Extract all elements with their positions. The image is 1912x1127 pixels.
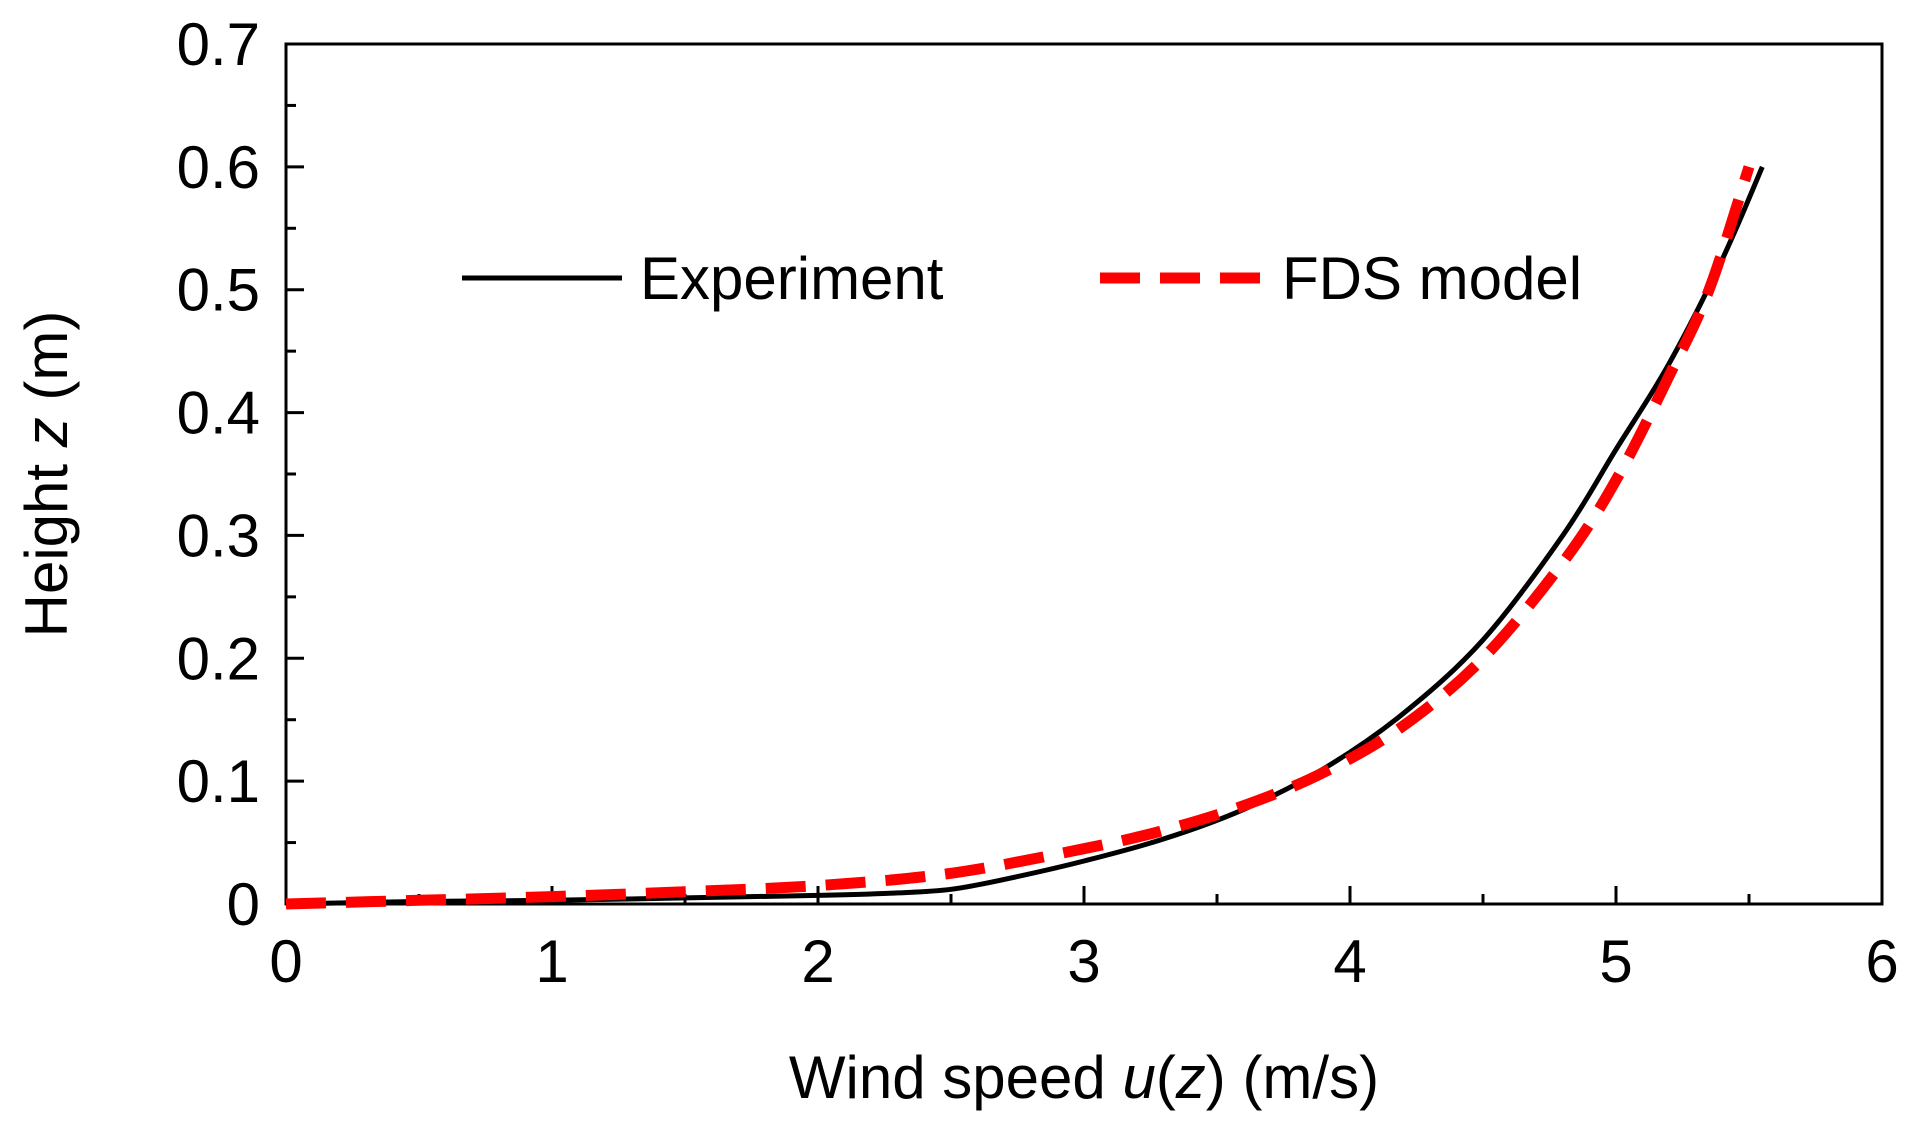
y-axis-tick-labels: 0 0.1 0.2 0.3 0.4 0.5 0.6 0.7 [177,11,260,938]
y-axis-title: Height z (m) [13,311,80,638]
x-axis-title-arg: z [1175,1044,1206,1111]
y-axis-ticks [286,42,304,906]
y-tick-label: 0.6 [177,134,260,201]
legend-label-experiment: Experiment [640,245,944,312]
x-axis-title-var: u [1122,1044,1155,1111]
series-lines [285,165,1765,910]
x-tick-label: 5 [1599,928,1632,995]
y-tick-label: 0.3 [177,502,260,569]
x-tick-label: 6 [1865,928,1898,995]
x-tick-label: 1 [535,928,568,995]
y-axis-title-suffix: (m) [13,311,80,418]
y-axis-title-var: z [13,417,80,448]
legend: Experiment FDS model [462,245,1582,312]
x-axis-tick-labels: 0 1 2 3 4 5 6 [269,928,1898,995]
x-axis-title-prefix: Wind speed [789,1044,1123,1111]
x-tick-label: 3 [1067,928,1100,995]
plot-frame [284,42,1884,906]
legend-label-fds-model: FDS model [1282,245,1582,312]
y-tick-label: 0.1 [177,748,260,815]
x-tick-label: 0 [269,928,302,995]
y-tick-label: 0.4 [177,380,260,447]
series-line-fds-model [285,165,1755,910]
x-tick-label: 4 [1333,928,1366,995]
y-tick-label: 0.7 [177,11,260,78]
x-tick-label: 2 [801,928,834,995]
y-tick-label: 0.2 [177,625,260,692]
x-axis-title-suffix: (m/s) [1226,1044,1379,1111]
x-axis-title-close: ) [1206,1044,1226,1111]
y-tick-label: 0 [227,871,260,938]
y-tick-label: 0.5 [177,257,260,324]
x-axis-title-open: ( [1156,1044,1176,1111]
y-axis-title-prefix: Height [13,447,80,637]
x-axis-title: Wind speed u(z) (m/s) [789,1044,1379,1111]
